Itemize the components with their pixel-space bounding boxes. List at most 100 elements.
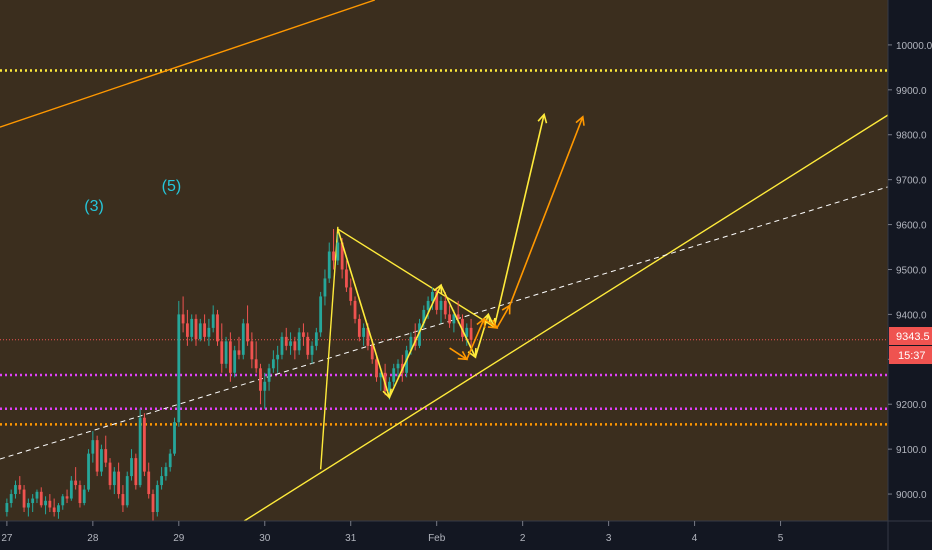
candle-body (65, 496, 69, 499)
y-tick-label: 10000.0 (896, 41, 932, 52)
candle-body (87, 453, 90, 490)
candle-body (426, 300, 430, 310)
candle-body (297, 332, 301, 351)
candle-body (224, 341, 228, 364)
candle-body (254, 359, 258, 369)
candle-body (14, 485, 17, 495)
candle-body (310, 345, 314, 355)
candle-body (448, 314, 451, 324)
candle-body (57, 505, 60, 513)
candle-body (379, 372, 383, 378)
candle-body (396, 363, 400, 369)
x-tick-label: 31 (345, 533, 357, 544)
trend-line-4[interactable] (337, 228, 495, 328)
candle-body (422, 309, 426, 324)
candle-body (9, 494, 13, 504)
candle-body (181, 314, 185, 324)
arrow-head (501, 303, 511, 315)
arrow-head (476, 317, 486, 328)
candle-body (357, 318, 361, 337)
candle-body (130, 458, 133, 477)
x-tick-label: 30 (259, 533, 271, 544)
candle-body (104, 449, 108, 463)
candle-body (353, 300, 357, 319)
candle-body (186, 323, 189, 337)
x-tick-label: 4 (692, 533, 698, 544)
candle-body (155, 485, 159, 513)
candle-body (370, 345, 374, 360)
candle-body (392, 368, 396, 382)
candle-body (233, 350, 237, 373)
candle-body (177, 314, 181, 423)
trend-line-3[interactable] (319, 226, 339, 470)
x-tick-label: 2 (520, 533, 526, 544)
arrow-head (487, 319, 499, 329)
candle-body (5, 503, 9, 513)
x-tick-label: Feb (428, 533, 446, 544)
candle-body (100, 449, 103, 472)
x-axis-ticks: 27 28 29 30 31 Feb 2 3 4 5 (1, 521, 784, 544)
candle-body (211, 314, 215, 328)
candle-body (35, 491, 39, 499)
candle-body (323, 278, 327, 297)
trend-line-1[interactable] (243, 114, 889, 522)
candle-body (366, 327, 370, 346)
y-tick-label: 9000.0 (896, 490, 927, 501)
candle-body (151, 494, 155, 513)
candle-body (456, 314, 460, 319)
candle-body (452, 314, 456, 324)
projection-path-1[interactable] (493, 114, 545, 328)
candle-body (340, 242, 344, 270)
y-tick-label: 9900.0 (896, 86, 927, 97)
candle-body (439, 300, 443, 310)
arrow-head (467, 348, 477, 359)
candle-body (289, 341, 292, 346)
candle-body (250, 341, 254, 360)
candle-body (228, 341, 232, 373)
candle-body (327, 251, 331, 279)
candle-body (443, 300, 447, 315)
projection-arrows (337, 112, 585, 400)
candle-body (44, 500, 47, 506)
candle-body (207, 327, 211, 337)
y-tick-label: 9200.0 (896, 400, 927, 411)
projection-path-2[interactable] (449, 116, 584, 361)
candle-body (61, 496, 65, 506)
candle-body (276, 354, 280, 360)
candle-body (293, 341, 297, 351)
candle-body (465, 327, 469, 337)
trend-lines (0, 0, 889, 522)
countdown-badge-bg (889, 346, 932, 364)
x-tick-label: 27 (1, 533, 13, 544)
candle-body (246, 323, 249, 342)
wave-label: (3) (84, 198, 104, 215)
channel-background (0, 0, 888, 521)
candle-body (160, 476, 164, 486)
candle-body (147, 471, 151, 495)
y-tick-label: 9700.0 (896, 176, 927, 187)
candle-body (435, 291, 439, 310)
y-tick-label: 9500.0 (896, 265, 927, 276)
trend-line-2[interactable] (0, 186, 889, 460)
candle-body (78, 485, 82, 504)
candle-body (74, 480, 78, 486)
candle-body (48, 500, 52, 508)
candle-body (125, 476, 129, 506)
candle-body (271, 359, 275, 369)
candle-body (409, 336, 413, 351)
candle-body (241, 323, 245, 355)
candle-body (302, 332, 305, 337)
y-tick-label: 9600.0 (896, 221, 927, 232)
candle-body (461, 318, 464, 337)
candle-body (82, 489, 86, 504)
candle-body (69, 480, 73, 499)
x-tick-label: 29 (173, 533, 185, 544)
candle-body (194, 318, 198, 340)
wave-label: (5) (162, 178, 182, 195)
candle-body (143, 417, 146, 472)
candle-body (216, 314, 219, 342)
trend-line-0[interactable] (0, 0, 376, 128)
candle-body (388, 381, 391, 391)
